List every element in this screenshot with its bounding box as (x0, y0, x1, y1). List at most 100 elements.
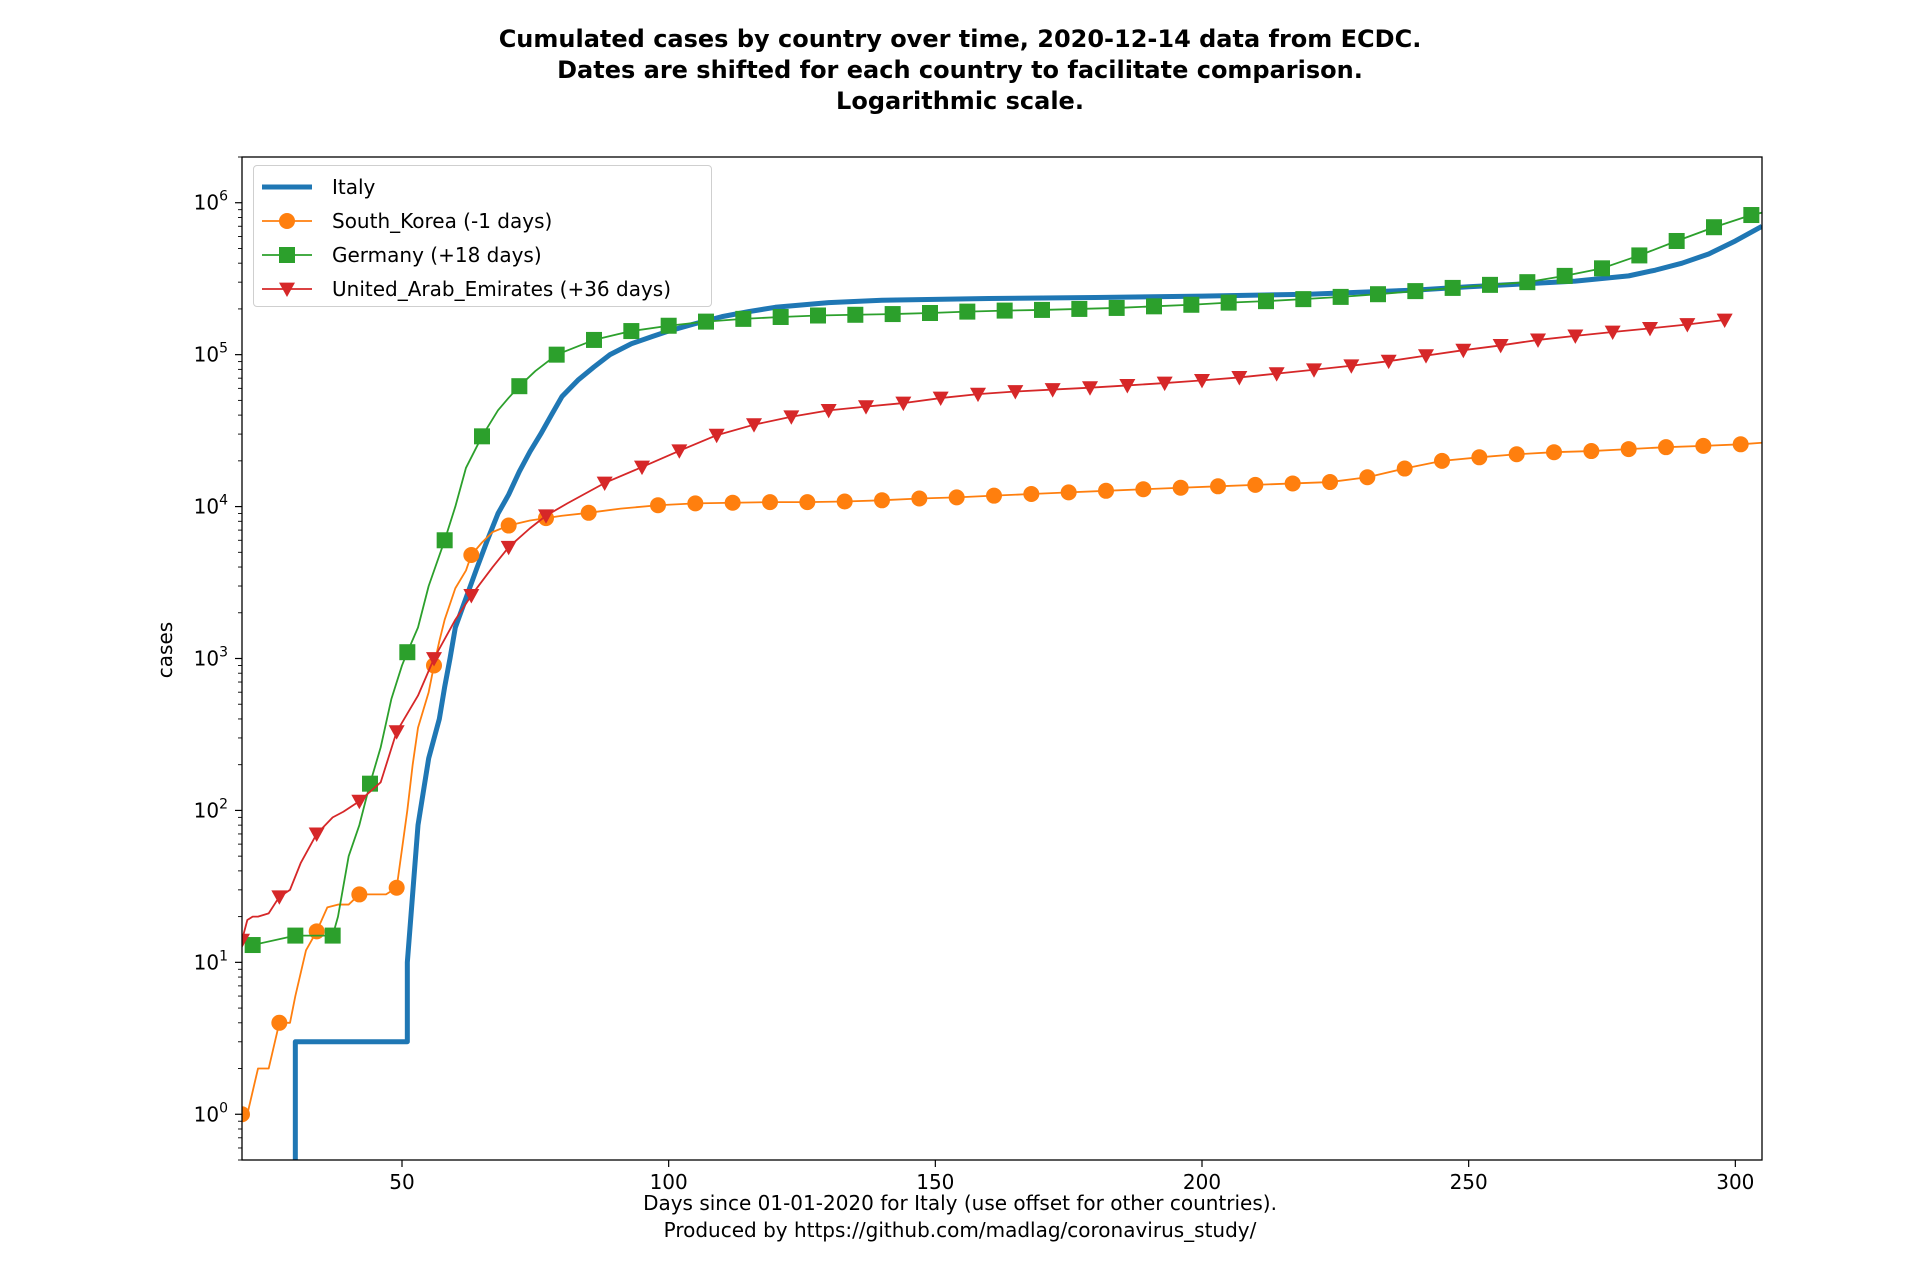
data-point-germany (922, 305, 938, 322)
legend-marker (279, 282, 295, 297)
series-line-italy (292, 224, 1762, 1160)
y-tick-label: 105 (194, 341, 228, 367)
y-axis-label: cases (153, 621, 177, 679)
data-point-uae (1679, 318, 1696, 333)
data-point-uae (1380, 354, 1397, 370)
data-point-germany (1407, 283, 1424, 300)
data-point-south-korea (1508, 446, 1525, 463)
data-point-germany (1108, 299, 1125, 316)
data-point-germany (511, 378, 528, 395)
data-point-uae (1119, 379, 1136, 394)
data-point-uae (1044, 383, 1061, 398)
data-point-germany (1594, 260, 1610, 277)
data-point-germany (1183, 296, 1200, 313)
data-point-uae (596, 476, 613, 491)
data-point-south-korea (1135, 481, 1152, 498)
data-point-germany (996, 302, 1013, 319)
data-point-south-korea (271, 1014, 288, 1031)
chart-title: Cumulated cases by country over time, 20… (0, 24, 1920, 117)
legend-swatch-italy (262, 184, 312, 190)
legend-label-uae: United_Arab_Emirates (+36 days) (332, 277, 672, 301)
data-point-uae (500, 540, 517, 556)
data-point-south-korea (1695, 437, 1712, 454)
data-point-uae (634, 460, 650, 476)
y-tick-label: 103 (194, 645, 228, 671)
data-point-south-korea (388, 879, 405, 896)
data-point-uae (351, 794, 368, 810)
data-point-germany (959, 303, 976, 320)
data-point-south-korea (1471, 449, 1488, 466)
data-point-uae (895, 396, 912, 412)
data-point-germany (884, 306, 901, 323)
data-point-south-korea (1210, 478, 1226, 495)
data-point-germany (1370, 286, 1386, 303)
series-line-south-korea (242, 441, 1762, 1116)
data-point-germany (1556, 267, 1573, 284)
data-point-south-korea (1172, 479, 1189, 496)
series-germany (244, 207, 1762, 954)
data-point-germany (1706, 219, 1722, 236)
series-uae (242, 313, 1733, 949)
x-tick-label: 50 (389, 1170, 414, 1194)
data-point-south-korea (1732, 436, 1749, 453)
data-point-south-korea (1098, 482, 1114, 499)
y-tick-label: 106 (194, 189, 228, 215)
data-point-uae (1007, 385, 1024, 400)
data-point-germany (287, 927, 304, 944)
legend-label-south-korea: South_Korea (-1 days) (332, 209, 553, 233)
data-point-germany (586, 331, 602, 348)
data-point-south-korea (308, 923, 325, 940)
x-axis-label-line-2: Produced by https://github.com/madlag/co… (663, 1218, 1257, 1242)
data-point-germany (847, 306, 864, 323)
data-point-uae (932, 391, 949, 407)
data-point-germany (244, 937, 261, 954)
legend: Italy South_Korea (-1 days) Germany (+18… (253, 165, 712, 307)
data-point-uae (1306, 363, 1322, 378)
data-point-germany (399, 644, 416, 661)
data-point-south-korea (242, 1106, 250, 1123)
data-point-germany (1146, 298, 1162, 315)
data-point-germany (1220, 294, 1237, 311)
data-point-south-korea (463, 547, 480, 564)
data-point-germany (1668, 232, 1685, 249)
x-tick-label: 150 (916, 1170, 954, 1194)
data-point-south-korea (986, 487, 1002, 504)
data-point-south-korea (1583, 443, 1600, 460)
data-point-uae (1343, 359, 1360, 374)
data-point-south-korea (874, 492, 890, 509)
data-point-south-korea (1396, 460, 1413, 477)
data-point-germany (1743, 207, 1760, 224)
data-point-south-korea (1546, 444, 1562, 461)
x-tick-label: 100 (650, 1170, 688, 1194)
legend-swatch-uae (262, 282, 312, 297)
x-tick-label: 250 (1450, 1170, 1488, 1194)
data-point-germany (1519, 274, 1536, 291)
data-point-uae (746, 418, 762, 433)
data-point-germany (1332, 288, 1349, 305)
legend-marker (279, 247, 295, 263)
legend-swatch-south-korea (262, 213, 312, 229)
data-point-uae (1156, 376, 1173, 392)
data-point-south-korea (1060, 484, 1077, 501)
data-point-uae (1082, 381, 1098, 396)
x-axis-label: Days since 01-01-2020 for Italy (use off… (0, 1190, 1920, 1244)
chart-title-line-3: Logarithmic scale. (836, 87, 1084, 115)
data-point-south-korea (762, 494, 778, 511)
y-tick-label: 104 (194, 493, 228, 519)
data-point-uae (1604, 325, 1621, 340)
data-point-germany (772, 308, 789, 325)
data-point-uae (1492, 339, 1509, 354)
data-point-germany (660, 317, 677, 334)
legend-label-germany: Germany (+18 days) (332, 243, 542, 267)
data-point-south-korea (1658, 439, 1674, 456)
data-point-uae (538, 509, 554, 524)
series-italy (292, 224, 1762, 1160)
legend-item-italy: Italy (254, 170, 711, 204)
data-point-south-korea (500, 517, 517, 534)
x-tick-label: 200 (1183, 1170, 1221, 1194)
x-axis: 50 100 150 200 250 300 (389, 1160, 1754, 1194)
data-point-south-korea (1023, 486, 1040, 503)
chart-title-line-1: Cumulated cases by country over time, 20… (498, 25, 1422, 53)
data-point-south-korea (1247, 476, 1264, 493)
